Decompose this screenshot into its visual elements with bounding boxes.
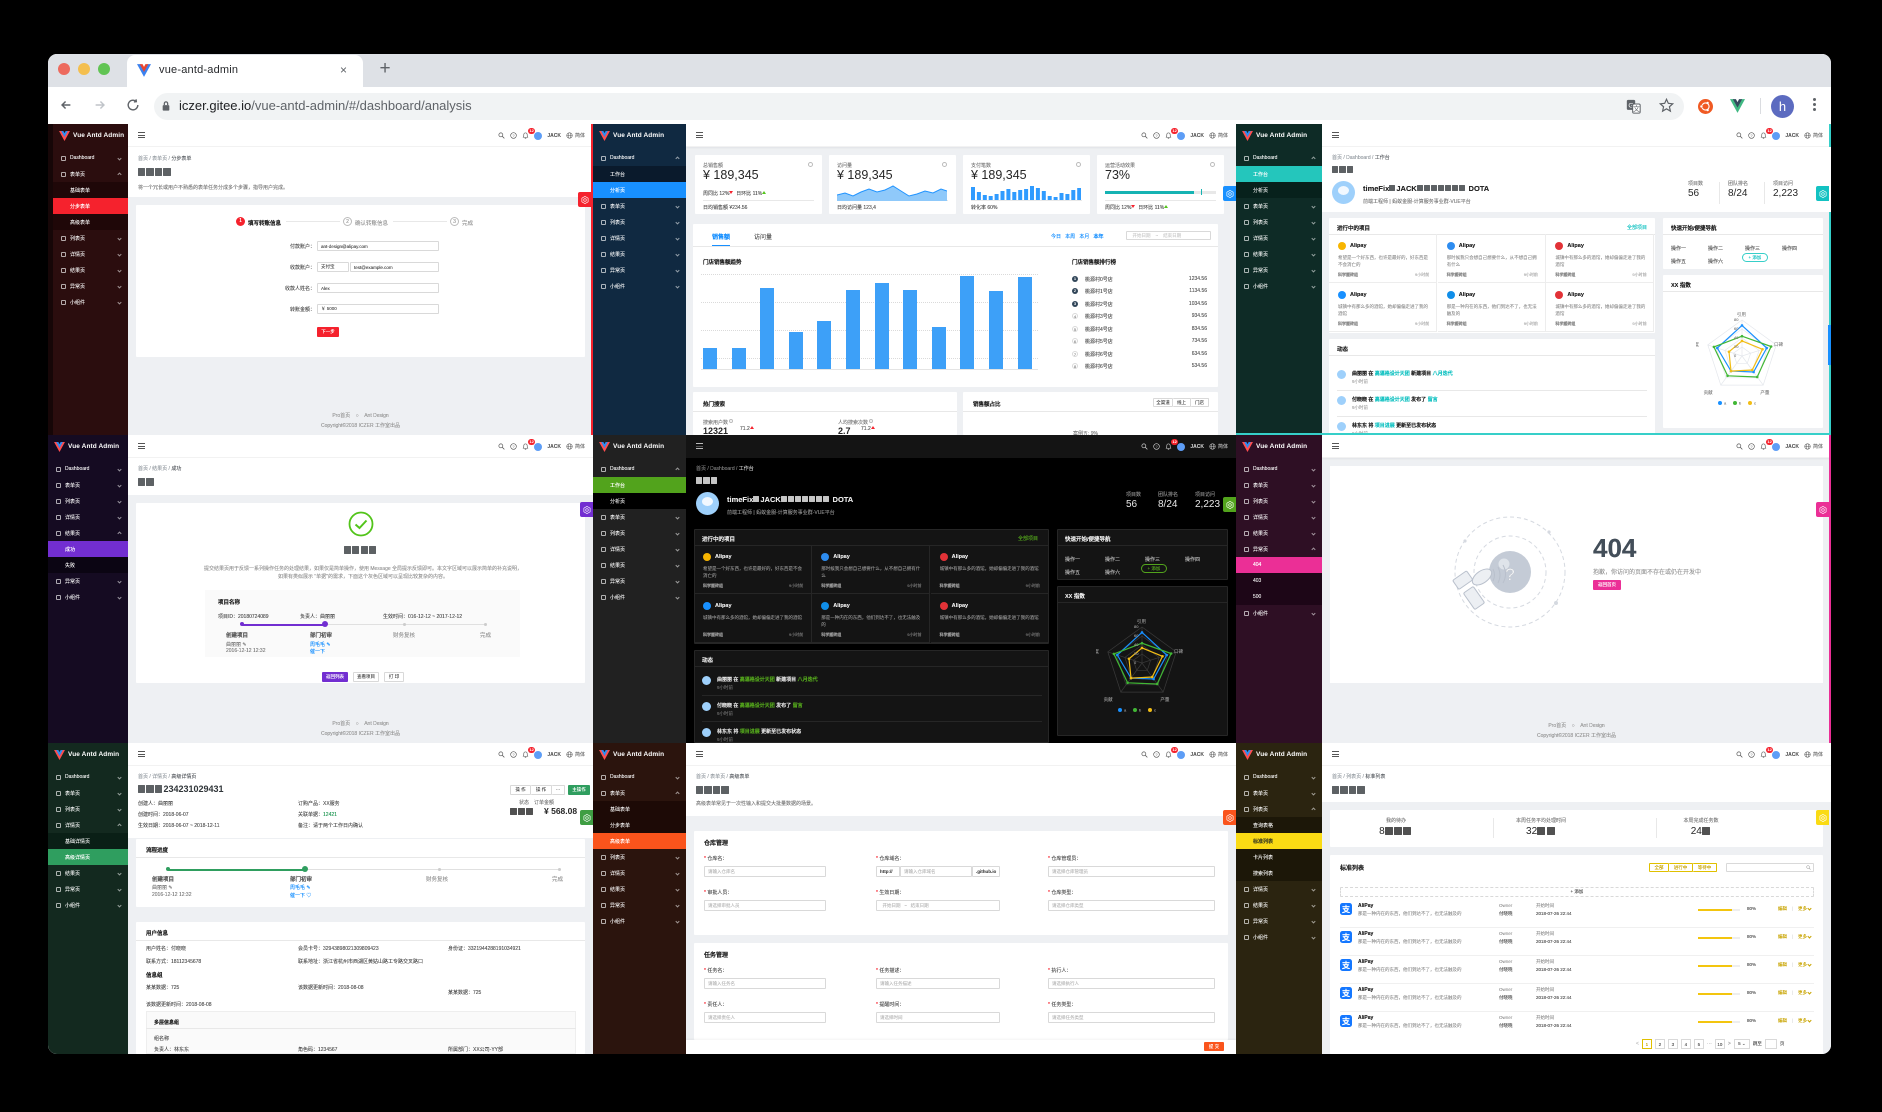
svg-text:文: 文	[1633, 104, 1640, 113]
svg-text:20: 20	[1734, 344, 1739, 349]
svg-text:a: a	[1124, 708, 1127, 713]
svg-text:?: ?	[1751, 133, 1754, 138]
svg-text:口碑: 口碑	[1174, 648, 1183, 655]
svg-text:20: 20	[1134, 651, 1139, 656]
svg-text:?: ?	[513, 133, 516, 138]
svg-text:40: 40	[1134, 642, 1139, 647]
svg-text:0: 0	[1734, 353, 1737, 358]
svg-text:?: ?	[1156, 752, 1159, 757]
svg-text:?: ?	[513, 444, 516, 449]
svg-text:a: a	[1724, 401, 1727, 406]
svg-text:0: 0	[1134, 660, 1137, 665]
svg-text:c: c	[1154, 708, 1156, 713]
svg-text:热度: 热度	[1696, 341, 1699, 348]
svg-text:引用: 引用	[1137, 618, 1146, 625]
svg-text:60: 60	[1134, 633, 1139, 638]
svg-text:?: ?	[1505, 565, 1514, 584]
svg-text:b: b	[1139, 708, 1142, 713]
svg-text:?: ?	[1751, 752, 1754, 757]
svg-text:产量: 产量	[1760, 389, 1769, 396]
svg-text:贡献: 贡献	[1104, 696, 1113, 703]
svg-text:G: G	[1628, 102, 1633, 109]
svg-text:热度: 热度	[1096, 648, 1099, 655]
svg-text:c: c	[1754, 401, 1756, 406]
svg-text:产量: 产量	[1160, 696, 1169, 703]
svg-text:?: ?	[1156, 133, 1159, 138]
svg-text:贡献: 贡献	[1704, 389, 1713, 396]
svg-text:?: ?	[1156, 444, 1159, 449]
svg-text:?: ?	[513, 752, 516, 757]
svg-text:?: ?	[1751, 444, 1754, 449]
svg-text:引用: 引用	[1737, 311, 1746, 318]
svg-text:口碑: 口碑	[1774, 341, 1783, 348]
svg-text:80: 80	[1134, 624, 1139, 629]
svg-text:80: 80	[1734, 317, 1739, 322]
svg-text:60: 60	[1734, 326, 1739, 331]
svg-text:40: 40	[1734, 335, 1739, 340]
svg-text:b: b	[1739, 401, 1742, 406]
